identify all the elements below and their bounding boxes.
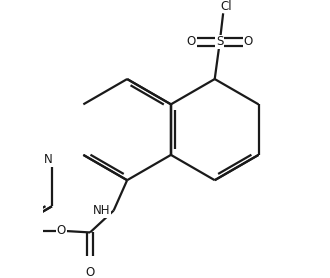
Text: O: O xyxy=(186,36,196,48)
Text: O: O xyxy=(85,266,95,278)
Text: O: O xyxy=(244,36,253,48)
Text: S: S xyxy=(216,36,223,48)
Text: NH: NH xyxy=(93,204,110,217)
Text: O: O xyxy=(57,224,66,237)
Text: N: N xyxy=(44,153,53,166)
Text: Cl: Cl xyxy=(221,0,232,13)
